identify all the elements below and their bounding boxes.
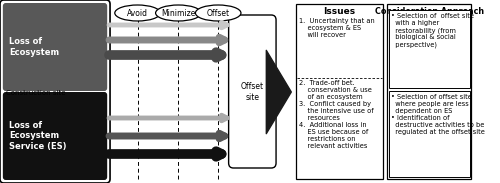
Text: Offset
site: Offset site — [241, 82, 264, 102]
FancyBboxPatch shape — [228, 15, 276, 168]
FancyBboxPatch shape — [0, 0, 110, 183]
Bar — [6, 6, 104, 88]
Text: 2.  Trade-off bet.
    conservation & use
    of an ecosystem
3.  Conflict cause: 2. Trade-off bet. conservation & use of … — [299, 80, 374, 149]
Text: Avoid: Avoid — [127, 8, 148, 18]
Ellipse shape — [115, 5, 160, 21]
Ellipse shape — [156, 5, 201, 21]
Text: Loss of
Ecosystem
Service (ES): Loss of Ecosystem Service (ES) — [10, 121, 67, 151]
FancyBboxPatch shape — [3, 3, 107, 91]
Text: Consideration Approach: Consideration Approach — [374, 7, 484, 16]
Text: Offset: Offset — [206, 8, 230, 18]
Text: • Selection of  offset site
  with a higher
  restorability (from
  biological &: • Selection of offset site with a higher… — [391, 13, 474, 48]
Bar — [387, 4, 471, 179]
Text: 1.  Uncertainty that an
    ecosystem & ES
    will recover: 1. Uncertainty that an ecosystem & ES wi… — [299, 18, 374, 38]
FancyArrowPatch shape — [266, 50, 291, 134]
Bar — [389, 91, 469, 177]
Text: Construction site: Construction site — [6, 90, 65, 96]
Bar — [389, 10, 469, 88]
Text: Loss of
Ecosystem: Loss of Ecosystem — [10, 37, 59, 57]
Text: Issues: Issues — [324, 7, 356, 16]
Text: Minimize: Minimize — [161, 8, 196, 18]
Text: • Selection of offset site
  where people are less
  dependent on ES
• Identific: • Selection of offset site where people … — [391, 94, 484, 135]
FancyBboxPatch shape — [3, 92, 107, 180]
Bar — [296, 4, 384, 179]
Ellipse shape — [196, 5, 241, 21]
